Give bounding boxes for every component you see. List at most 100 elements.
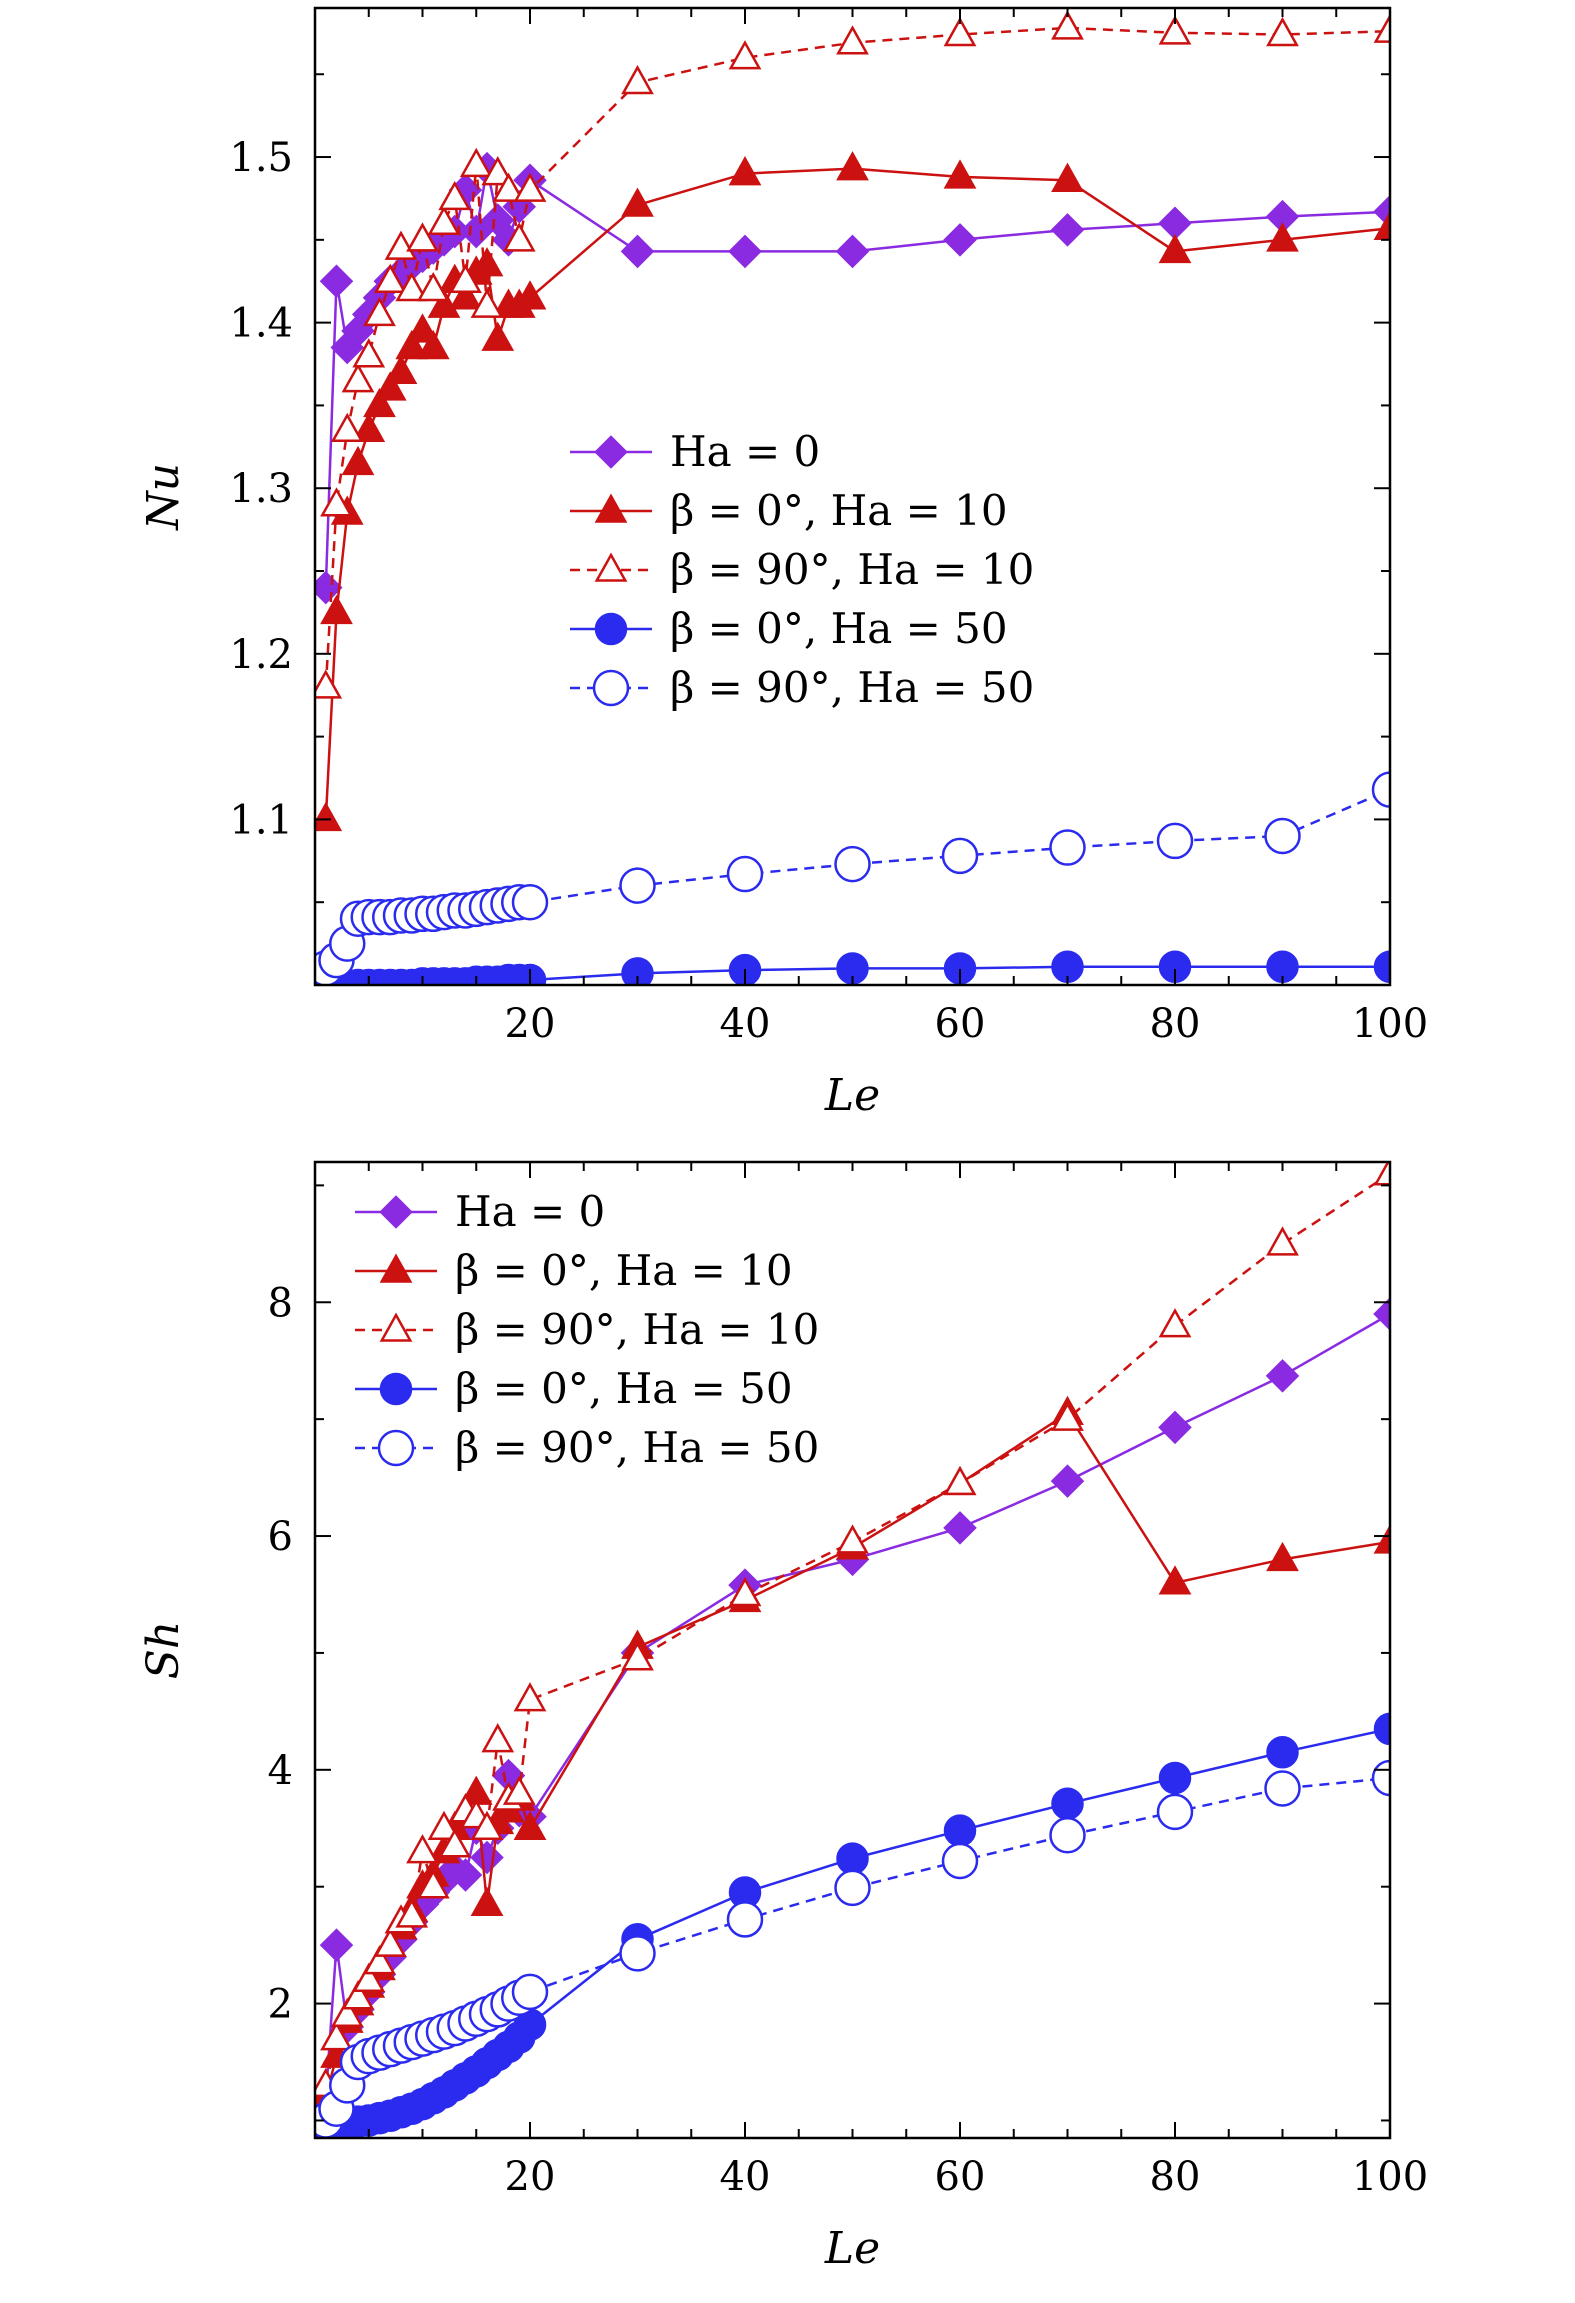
data-point (395, 329, 429, 360)
series-ha-0 (315, 1297, 1390, 2114)
y-axis-label: Sh (138, 1621, 189, 1679)
legend-item: Ha = 0 (355, 1187, 605, 1236)
legend-item: β = 90°, Ha = 10 (570, 545, 1034, 594)
data-point (511, 883, 549, 921)
data-point (621, 187, 654, 217)
data-point (470, 1840, 504, 1875)
data-point (406, 222, 439, 252)
data-point (728, 40, 762, 70)
data-point (470, 288, 504, 318)
legend-label: β = 90°, Ha = 10 (670, 545, 1034, 594)
legend-label: β = 90°, Ha = 50 (670, 663, 1034, 712)
data-point (941, 837, 979, 875)
data-point (619, 867, 656, 904)
data-point (726, 1901, 764, 1938)
data-point (726, 855, 764, 893)
data-point (728, 156, 762, 186)
x-tick-label: 80 (1150, 1001, 1201, 1047)
data-point (1050, 213, 1085, 247)
data-point (836, 151, 869, 181)
y-tick-label: 1.3 (229, 466, 293, 512)
legend-label: β = 0°, Ha = 50 (455, 1364, 793, 1413)
legend-item: β = 0°, Ha = 10 (355, 1246, 793, 1295)
legend-marker (594, 493, 628, 523)
data-point (1266, 1541, 1299, 1572)
data-point (511, 1973, 549, 2011)
data-point (943, 1511, 977, 1545)
data-point (315, 801, 343, 832)
data-point (459, 214, 494, 249)
y-tick-label: 6 (268, 1514, 293, 1560)
data-point (513, 1682, 547, 1712)
nu-vs-le-panel: 20 40 60 80 100 1.1 1.2 1.3 1.4 1.5 Le Nu Ha = 0 β =… (138, 6, 1428, 1121)
y-tick-label: 2 (268, 1982, 293, 2028)
x-tick-label: 100 (1352, 1001, 1428, 1047)
data-point (836, 1524, 869, 1554)
data-point (1373, 1712, 1390, 1746)
data-point (406, 313, 439, 343)
data-point (1266, 222, 1299, 252)
data-point (1158, 206, 1192, 241)
data-point (941, 1842, 979, 1880)
x-axis-label: Le (824, 2223, 880, 2274)
data-point (406, 1834, 439, 1864)
legend-marker (379, 1195, 413, 1229)
data-point (1156, 1793, 1194, 1831)
data-point (416, 329, 450, 360)
data-point (620, 234, 655, 269)
data-point (1373, 1297, 1390, 1331)
data-point (1265, 1359, 1300, 1393)
data-point (470, 1886, 504, 1916)
data-point (341, 445, 375, 476)
data-point (728, 234, 762, 269)
data-point (1371, 771, 1390, 808)
data-point (481, 156, 515, 186)
data-point (395, 1898, 429, 1928)
data-point (1158, 1308, 1192, 1338)
data-point (1373, 210, 1390, 240)
series-line (324, 1412, 1390, 2098)
data-point (427, 205, 461, 236)
series-ha-0 (315, 151, 1390, 605)
data-point (1264, 1770, 1301, 1807)
legend-marker (377, 1429, 415, 1467)
data-point (834, 845, 871, 883)
x-tick-label: 100 (1352, 2154, 1428, 2200)
data-point (319, 264, 354, 298)
data-point (373, 371, 407, 401)
legend-marker (379, 1312, 413, 1342)
y-tick-label: 1.5 (229, 135, 293, 181)
legend-label: Ha = 0 (455, 1187, 605, 1236)
series-90-ha-10 (315, 10, 1390, 699)
data-point (373, 263, 407, 293)
data-point (384, 354, 418, 385)
data-point (1051, 10, 1084, 40)
data-point (330, 1997, 364, 2028)
data-point (1049, 829, 1086, 866)
series-90-ha-10 (315, 1162, 1390, 2098)
data-point (319, 1928, 354, 1962)
data-point (449, 263, 482, 293)
data-point (513, 280, 547, 310)
data-point (363, 1945, 396, 1975)
x-tick-label: 60 (935, 2154, 986, 2200)
series-90-ha-50 (315, 771, 1390, 985)
data-point (1051, 1401, 1084, 1431)
data-point (1049, 1817, 1086, 1854)
legend-label: β = 90°, Ha = 50 (455, 1423, 819, 1472)
x-axis-label: Le (824, 1070, 880, 1121)
x-tick-label: 20 (505, 2154, 556, 2200)
legend-marker (379, 1372, 413, 1406)
data-point (943, 1814, 977, 1847)
data-point (459, 147, 493, 178)
legend-item: β = 0°, Ha = 50 (355, 1364, 793, 1413)
x-tick-label: 60 (935, 1001, 986, 1047)
legend-item: Ha = 0 (570, 427, 820, 476)
data-point (835, 234, 870, 269)
data-point (943, 159, 977, 189)
y-tick-label: 1.1 (229, 797, 293, 843)
data-point (502, 1775, 536, 1805)
data-point (363, 387, 396, 418)
data-point (1156, 822, 1194, 860)
data-point (1266, 1736, 1299, 1769)
